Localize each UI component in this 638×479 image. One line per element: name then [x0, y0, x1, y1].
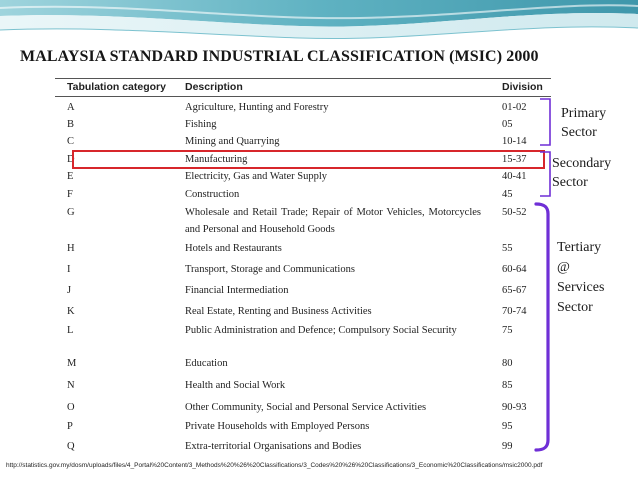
row-category: D	[67, 154, 75, 165]
primary-sector-label: Primary Sector	[561, 104, 606, 142]
row-division: 80	[502, 358, 513, 369]
row-description: Real Estate, Renting and Business Activi…	[185, 306, 372, 317]
row-division: 85	[502, 380, 513, 391]
row-category: B	[67, 119, 75, 130]
row-division: 40-41	[502, 171, 527, 182]
row-description: Extra-territorial Organisations and Bodi…	[185, 441, 362, 452]
row-description: Transport, Storage and Communications	[185, 264, 355, 275]
row-description: Financial Intermediation	[185, 285, 289, 296]
row-description: Agriculture, Hunting and Forestry	[185, 102, 329, 113]
row-division: 15-37	[502, 154, 527, 165]
row-division: 95	[502, 421, 513, 432]
row-division: 55	[502, 243, 513, 254]
secondary-sector-label: Secondary Sector	[552, 154, 611, 192]
row-description: Health and Social Work	[185, 380, 286, 391]
row-description: Electricity, Gas and Water Supply	[185, 171, 328, 182]
row-category: Q	[67, 441, 75, 452]
row-category: J	[67, 285, 72, 296]
row-division: 75	[502, 325, 513, 336]
source-url[interactable]: http://statistics.gov.my/dosm/uploads/fi…	[6, 462, 543, 469]
row-category: G	[67, 207, 75, 218]
tertiary-sector-label-line1: Tertiary	[557, 240, 602, 255]
row-division: 50-52	[502, 207, 527, 218]
header-description: Description	[185, 81, 243, 93]
tertiary-sector-label-line4: Sector	[557, 300, 593, 315]
tertiary-sector-label: Tertiary @ Services Sector	[557, 238, 604, 318]
row-category: P	[67, 421, 73, 432]
row-category: C	[67, 136, 75, 147]
row-division: 70-74	[502, 306, 527, 317]
header-wave-banner	[0, 0, 638, 48]
tertiary-sector-label-line3: Services	[557, 280, 605, 295]
row-description: Public Administration and Defence; Compu…	[185, 325, 457, 336]
row-category: E	[67, 171, 74, 182]
row-division: 01-02	[502, 102, 527, 113]
row-category: O	[67, 402, 75, 413]
row-description: Fishing	[185, 119, 217, 130]
row-division: 10-14	[502, 136, 527, 147]
tertiary-sector-label-line2: @	[557, 260, 570, 275]
row-category: L	[67, 325, 74, 336]
row-category: H	[67, 243, 75, 254]
row-division: 90-93	[502, 402, 527, 413]
row-description: Mining and Quarrying	[185, 136, 280, 147]
secondary-sector-label-line1: Secondary	[552, 156, 612, 171]
row-description: Hotels and Restaurants	[185, 243, 282, 254]
row-division: 60-64	[502, 264, 527, 275]
primary-sector-label-line1: Primary	[561, 106, 607, 121]
row-description: Education	[185, 358, 228, 369]
row-category: A	[67, 102, 75, 113]
row-category: I	[67, 264, 71, 275]
row-division: 99	[502, 441, 513, 452]
row-category: K	[67, 306, 75, 317]
row-division: 05	[502, 119, 513, 130]
primary-sector-brace	[540, 98, 551, 146]
row-division: 65-67	[502, 285, 527, 296]
secondary-sector-brace	[540, 151, 551, 197]
manufacturing-highlight-box	[72, 150, 545, 169]
header-tabulation-category: Tabulation category	[67, 81, 166, 93]
header-division: Division	[502, 81, 543, 93]
table-header-rule	[55, 96, 551, 97]
row-division: 45	[502, 189, 513, 200]
slide-title: MALAYSIA STANDARD INDUSTRIAL CLASSIFICAT…	[20, 48, 539, 65]
row-description: Private Households with Employed Persons	[185, 421, 370, 432]
secondary-sector-label-line2: Sector	[552, 175, 588, 190]
row-description: Wholesale and Retail Trade; Repair of Mo…	[185, 207, 481, 235]
row-category: N	[67, 380, 75, 391]
tertiary-sector-brace	[534, 202, 550, 452]
primary-sector-label-line2: Sector	[561, 125, 597, 140]
row-description: Construction	[185, 189, 240, 200]
row-category: F	[67, 189, 73, 200]
row-description: Other Community, Social and Personal Ser…	[185, 402, 427, 413]
table-top-rule	[55, 78, 551, 79]
row-category: M	[67, 358, 77, 369]
row-description: Manufacturing	[185, 154, 248, 165]
